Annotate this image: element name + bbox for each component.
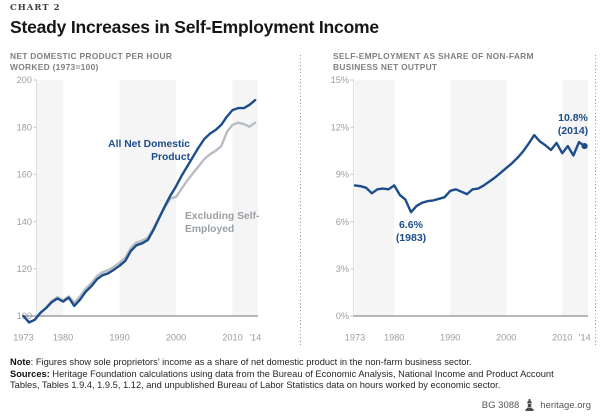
decade-band <box>562 80 588 316</box>
x-tick-label: 2000 <box>166 333 186 343</box>
chart-annotation: Product <box>151 152 190 163</box>
x-tick-label: 1990 <box>109 333 129 343</box>
note-line: Note: Figures show sole proprietors’ inc… <box>10 357 567 369</box>
page-edge-divider <box>595 55 596 345</box>
chart-annotation: (1983) <box>396 232 426 244</box>
sources-label: Sources: <box>10 368 50 379</box>
note-text: : Figures show sole proprietors’ income … <box>30 357 472 367</box>
x-tick-label: 2010 <box>222 333 242 343</box>
page-title: Steady Increases in Self-Employment Inco… <box>10 17 379 37</box>
decade-band <box>119 80 177 316</box>
heritage-site-label: heritage.org <box>540 399 591 411</box>
decade-band <box>36 80 64 316</box>
x-tick-label: ’14 <box>249 333 261 343</box>
right-panel-header: SELF-EMPLOYMENT AS SHARE OF NON-FARM BUS… <box>333 51 600 73</box>
right-chart: 0% 3% 6% 9% 12% 15% 1973 1980 1990 2000 2010 ’14 6.6… <box>331 75 591 342</box>
sources-text: Heritage Foundation calculations using d… <box>10 368 554 391</box>
y-tick-label: 120 <box>17 264 32 274</box>
chart-annotation: 6.6% <box>399 219 424 231</box>
left-panel-header-line2: WORKED (1973=100) <box>10 62 99 72</box>
x-tick-label: 1980 <box>53 333 73 343</box>
y-tick-label: 9% <box>336 170 349 180</box>
note-label: Note <box>10 357 31 367</box>
y-tick-label: 3% <box>336 264 349 274</box>
y-tick-label: 180 <box>17 122 32 132</box>
left-panel-header: NET DOMESTIC PRODUCT PER HOUR WORKED (19… <box>10 51 295 73</box>
heritage-tower-icon <box>525 399 534 411</box>
chart-annotation: 10.8% <box>558 112 588 124</box>
notes-block: Note: Figures show sole proprietors’ inc… <box>10 357 567 392</box>
x-tick-label: 1990 <box>440 333 460 343</box>
y-tick-label: 140 <box>17 217 32 227</box>
series-line <box>353 133 586 214</box>
decade-band <box>232 80 258 316</box>
y-tick-label: 0% <box>336 311 349 321</box>
footer: BG 3088 heritage.org <box>482 399 591 411</box>
chart-eyebrow: CHART 2 <box>10 3 61 13</box>
panel-divider <box>300 55 301 345</box>
decade-band <box>355 80 395 316</box>
y-tick-label: 160 <box>17 170 32 180</box>
x-tick-label: 2010 <box>552 333 572 343</box>
x-tick-label: ’14 <box>578 333 590 343</box>
left-panel-header-line1: NET DOMESTIC PRODUCT PER HOUR <box>10 51 173 61</box>
right-panel-header-line2: BUSINESS NET OUTPUT <box>333 62 438 72</box>
x-tick-label: 1973 <box>345 333 365 343</box>
x-tick-label: 2000 <box>496 333 516 343</box>
doc-id: BG 3088 <box>481 399 520 411</box>
chart-annotation: Excluding Self- <box>185 211 260 222</box>
y-tick-label: 6% <box>336 217 349 227</box>
chart-annotation: (2014) <box>558 125 588 137</box>
chart-annotation: All Net Domestic <box>108 139 190 150</box>
sources-line: Sources: Heritage Foundation calculation… <box>10 369 567 392</box>
right-panel-header-line1: SELF-EMPLOYMENT AS SHARE OF NON-FARM <box>333 51 534 61</box>
y-tick-label: 12% <box>331 122 349 132</box>
chart-annotation: Employed <box>185 224 234 235</box>
y-tick-label: 15% <box>331 75 349 85</box>
x-tick-label: 1980 <box>384 333 404 343</box>
series-line <box>22 98 257 324</box>
decade-band <box>450 80 507 316</box>
y-tick-label: 200 <box>17 75 32 85</box>
x-tick-label: 1973 <box>13 333 33 343</box>
end-marker-dot <box>581 142 588 150</box>
